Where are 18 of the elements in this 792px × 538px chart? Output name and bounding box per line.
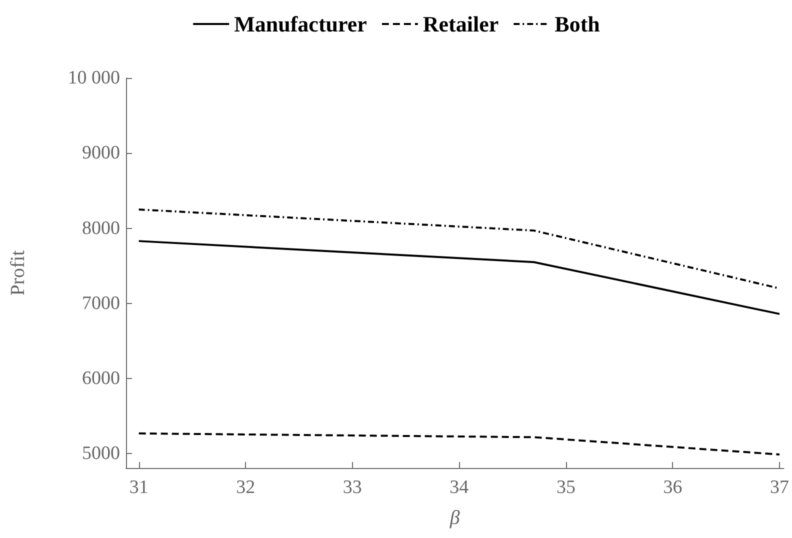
y-tick-label: 9000 xyxy=(82,142,120,164)
x-tick-label: 37 xyxy=(770,477,790,498)
x-tick-label: 32 xyxy=(236,477,256,498)
y-tick-label: 6000 xyxy=(82,368,120,390)
x-tick-label: 31 xyxy=(129,477,148,498)
legend-label: Manufacturer xyxy=(234,12,368,36)
legend-label: Retailer xyxy=(422,12,499,36)
y-axis-title: Profit xyxy=(7,250,29,296)
x-tick-label: 35 xyxy=(556,477,576,498)
x-tick-label: 34 xyxy=(450,477,470,498)
x-tick-label: 36 xyxy=(663,477,682,498)
x-tick-label: 33 xyxy=(342,477,362,498)
y-tick-label: 5000 xyxy=(82,443,120,464)
x-axis-title: β xyxy=(448,507,460,529)
y-tick-label: 8000 xyxy=(82,218,120,239)
legend-label: Both xyxy=(554,12,600,36)
y-tick-label: 7000 xyxy=(82,292,120,314)
y-tick-label: 10 000 xyxy=(68,68,120,88)
